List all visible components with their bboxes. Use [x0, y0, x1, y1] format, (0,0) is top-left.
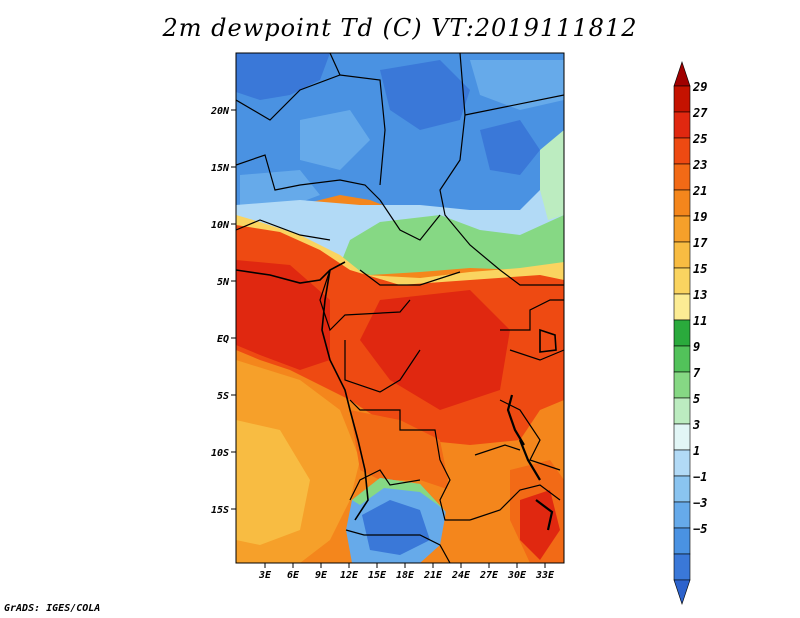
- lat-tick-label: 10S: [211, 448, 229, 459]
- lon-tick-label: 9E: [315, 570, 328, 581]
- lon-tick-label: 21E: [423, 570, 443, 581]
- colorbar-bottom-arrow: [673, 579, 691, 605]
- lat-tick-label: 15S: [211, 505, 229, 516]
- colorbar-swatch: [673, 501, 691, 529]
- colorbar-top-arrow: [673, 61, 691, 87]
- colorbar-swatch: [673, 189, 691, 217]
- colorbar-swatch: [673, 527, 691, 555]
- colorbar-label: 17: [693, 236, 708, 250]
- colorbar-label: 7: [693, 366, 701, 380]
- colorbar-label: 11: [693, 314, 707, 328]
- map-title: 2m dewpoint Td (C) VT:2019111812: [162, 14, 638, 42]
- colorbar-swatch: [673, 423, 691, 451]
- lon-tick-label: 27E: [479, 570, 499, 581]
- colorbar-swatch: [673, 553, 691, 581]
- colorbar-label: 23: [692, 158, 707, 172]
- colorbar-swatch: [673, 85, 691, 113]
- map-frame: [235, 52, 565, 564]
- lat-tick-label: EQ: [217, 334, 229, 345]
- colorbar-label: −1: [693, 470, 707, 484]
- colorbar-label: 21: [692, 184, 707, 198]
- colorbar-label: −3: [693, 496, 707, 510]
- colorbar-label: 5: [693, 392, 700, 406]
- lon-tick-label: 6E: [287, 570, 300, 581]
- colorbar-swatch: [673, 267, 691, 295]
- lat-tick-label: 15N: [211, 163, 230, 174]
- lon-tick-label: 24E: [451, 570, 471, 581]
- lon-tick-label: 30E: [507, 570, 527, 581]
- colorbar: [673, 61, 691, 605]
- colorbar-swatch: [673, 475, 691, 503]
- colorbar-label: 19: [693, 210, 707, 224]
- colorbar-swatch: [673, 137, 691, 165]
- lat-tick-label: 20N: [210, 106, 230, 117]
- lat-tick-label: 5S: [217, 391, 229, 402]
- colorbar-label: 3: [692, 418, 700, 432]
- colorbar-swatch: [673, 449, 691, 477]
- lat-tick-label: 5N: [217, 277, 230, 288]
- colorbar-label: 1: [693, 444, 700, 458]
- colorbar-label: 29: [692, 80, 707, 94]
- lon-tick-label: 15E: [368, 570, 387, 581]
- colorbar-label: −5: [693, 522, 707, 536]
- colorbar-swatch: [673, 397, 691, 425]
- colorbar-swatch: [673, 215, 691, 243]
- colorbar-swatch: [673, 111, 691, 139]
- lon-tick-label: 33E: [535, 570, 555, 581]
- colorbar-label: 9: [693, 340, 700, 354]
- colorbar-swatch: [673, 241, 691, 269]
- colorbar-label: 15: [693, 262, 707, 276]
- dewpoint-field: [236, 53, 564, 563]
- grads-credit: GrADS: IGES/COLA: [4, 603, 101, 614]
- colorbar-swatch: [673, 371, 691, 399]
- colorbar-swatch: [673, 163, 691, 191]
- lon-tick-label: 3E: [258, 570, 272, 581]
- lon-tick-label: 18E: [396, 570, 415, 581]
- colorbar-swatch: [673, 319, 691, 347]
- colorbar-label: 25: [692, 132, 707, 146]
- colorbar-swatch: [673, 345, 691, 373]
- colorbar-label: 27: [692, 106, 708, 120]
- colorbar-swatch: [673, 293, 691, 321]
- lon-tick-label: 12E: [340, 570, 359, 581]
- colorbar-label: 13: [693, 288, 707, 302]
- lat-tick-label: 10N: [211, 220, 230, 231]
